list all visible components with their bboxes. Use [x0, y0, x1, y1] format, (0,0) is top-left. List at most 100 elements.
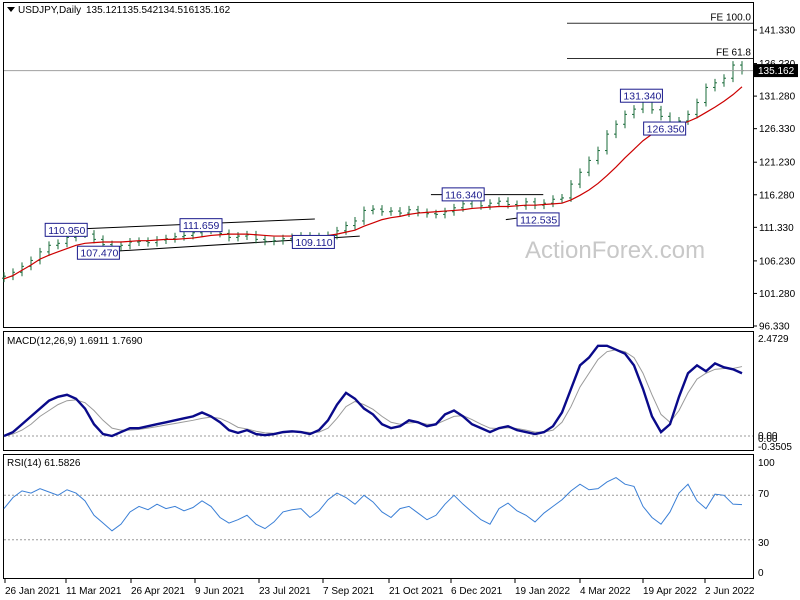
price-bar [695, 98, 699, 119]
x-tick-label: 11 Mar 2021 [66, 586, 122, 597]
price-bar [92, 230, 96, 244]
rsi-line [3, 476, 743, 532]
price-bar [128, 238, 132, 250]
last-price-value: 135.162 [758, 66, 795, 77]
macd-tick-top: 2.4729 [758, 334, 789, 345]
price-bar [488, 199, 492, 210]
price-tick-label: 141.330 [759, 26, 796, 37]
macd-main-line [3, 344, 743, 438]
ohlc-low: 134.516 [158, 5, 195, 16]
rsi-tick-0: 0 [758, 568, 764, 579]
price-bar [605, 130, 609, 155]
ohlc-high: 135.542 [122, 5, 159, 16]
price-labels: 110.950 107.470 111.659 109.110 116.340 112.5… [44, 88, 687, 260]
price-label: 131.340 [619, 88, 663, 103]
price-levels: FE 100.0 FE 61.8 [567, 12, 753, 59]
price-bar [596, 146, 600, 165]
macd-tick-zero-a: 0.00 [758, 431, 778, 442]
price-label: 112.535 [516, 212, 560, 227]
last-price-tag: 135.162 [4, 64, 798, 78]
macd-lines [3, 344, 753, 438]
price-bar [38, 247, 42, 265]
price-label: 126.350 [643, 121, 687, 136]
price-bar [245, 230, 249, 241]
x-tick-label: 26 Jan 2021 [5, 586, 60, 597]
price-label-value: 111.659 [183, 220, 220, 232]
price-bar [29, 256, 33, 271]
price-bar [398, 207, 402, 218]
ohlc-open: 135.121 [86, 5, 123, 16]
price-bar [362, 206, 366, 225]
price-tick-label: 131.280 [759, 92, 796, 103]
rsi-tick-100: 100 [758, 458, 775, 469]
x-tick-label: 4 Mar 2022 [580, 586, 631, 597]
watermark: ActionForex.com [525, 237, 705, 264]
price-bar [632, 105, 636, 119]
price-tick-label: 116.280 [759, 190, 795, 201]
price-bar [623, 110, 627, 129]
price-label: 107.470 [76, 245, 120, 260]
fibonacci-level-label: FE 100.0 [710, 12, 751, 23]
macd-tick-zero-b: 0.00 [758, 434, 778, 445]
price-bar [263, 235, 267, 246]
price-label-value: 110.950 [48, 225, 85, 237]
price-label-value: 107.470 [80, 248, 118, 260]
rsi-y-axis: 100 70 30 0 [758, 458, 775, 579]
price-bar [560, 193, 564, 204]
price-label-value: 112.535 [520, 214, 557, 226]
price-label-box [291, 234, 335, 249]
price-label: 110.950 [44, 222, 88, 237]
price-bar [146, 237, 150, 247]
price-bar [731, 61, 735, 83]
x-tick-label: 23 Jul 2021 [259, 586, 311, 597]
price-bar [497, 197, 501, 208]
price-label-box [516, 212, 560, 227]
x-tick-label: 7 Sep 2021 [323, 586, 375, 597]
price-tick-label: 121.230 [759, 158, 796, 169]
price-bar [587, 156, 591, 177]
x-tick-label: 2 Jun 2022 [705, 586, 755, 597]
price-bar [137, 237, 141, 246]
price-bar [407, 205, 411, 218]
price-bar [173, 232, 177, 243]
price-tick-label: 111.330 [759, 223, 794, 234]
price-bar [335, 226, 339, 240]
price-label-value: 126.350 [647, 124, 685, 136]
price-label-box [76, 245, 120, 260]
price-tick-label: 101.280 [759, 289, 796, 300]
price-bar [722, 74, 726, 87]
macd-panel-frame [3, 331, 754, 451]
price-bar [227, 229, 231, 242]
price-label-box [179, 218, 223, 233]
price-tick-label: 96.330 [759, 322, 790, 333]
price-bar [452, 203, 456, 216]
price-bar [533, 197, 537, 210]
price-bar [155, 236, 159, 247]
price-bar [380, 205, 384, 216]
moving-average-line [3, 86, 743, 280]
macd-title: MACD(12,26,9) 1.6911 1.7690 [7, 336, 143, 347]
price-label: 109.110 [291, 234, 335, 249]
x-tick-label: 26 Apr 2021 [131, 586, 185, 597]
ohlc-close: 135.162 [194, 5, 231, 16]
price-label-value: 109.110 [295, 237, 332, 249]
price-bar [47, 241, 51, 256]
price-label-value: 131.340 [623, 91, 661, 103]
symbol-title: USDJPY,Daily [18, 5, 81, 16]
price-bar [353, 217, 357, 230]
price-label: 116.340 [441, 187, 485, 202]
price-label: 111.659 [179, 218, 223, 233]
price-bar [2, 272, 6, 283]
x-tick-label: 6 Dec 2021 [451, 586, 503, 597]
price-bar [713, 78, 717, 92]
price-bar [254, 230, 258, 244]
price-bar [524, 197, 528, 210]
price-bar [389, 207, 393, 216]
price-bar [686, 110, 690, 125]
price-bar [416, 205, 420, 217]
price-panel-frame [3, 2, 754, 328]
price-bar [740, 61, 744, 75]
price-bar [551, 195, 555, 208]
price-header: USDJPY,Daily 135.121 135.542 134.516 135… [7, 5, 231, 16]
collapse-triangle-icon [7, 7, 15, 12]
